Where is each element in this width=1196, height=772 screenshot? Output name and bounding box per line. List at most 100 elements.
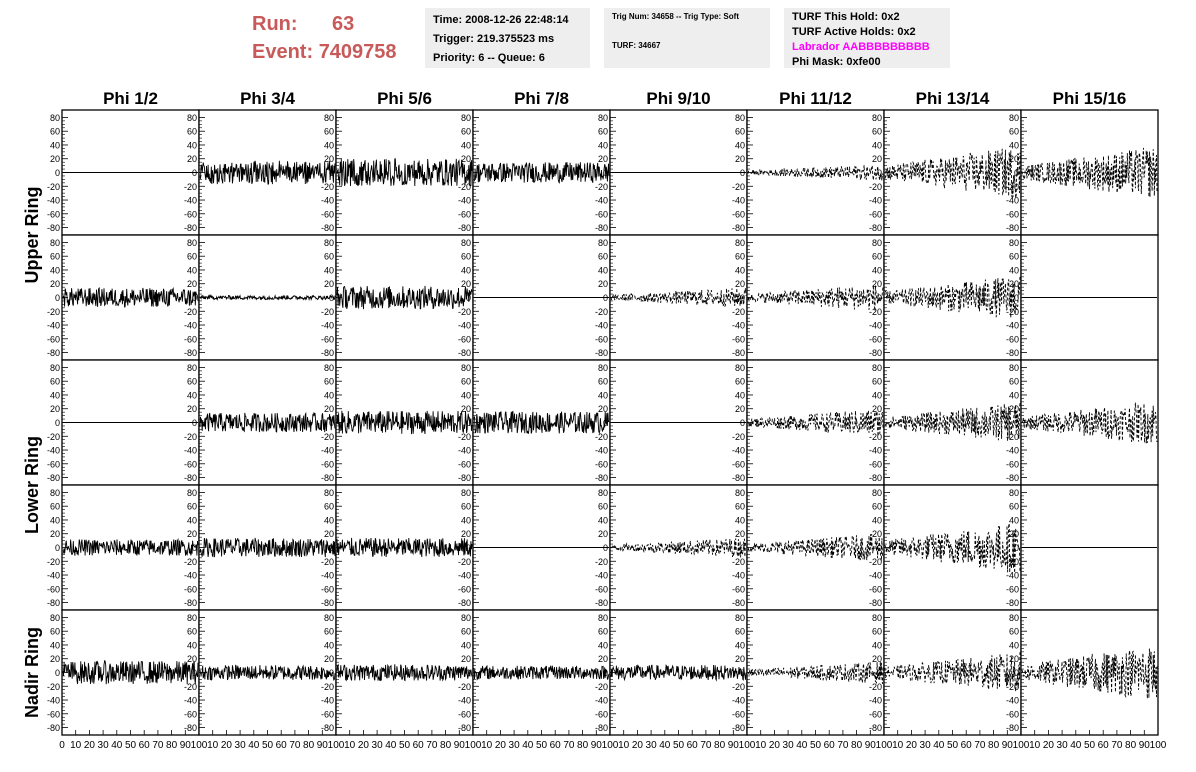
y-tick-label: 20	[1009, 404, 1019, 414]
y-tick-label: 60	[735, 127, 745, 137]
y-tick-label: -20	[184, 182, 197, 192]
x-tick-label: 40	[933, 740, 945, 751]
x-tick-label: 100	[876, 740, 893, 751]
waveform-trace	[884, 148, 1021, 199]
y-tick-label: 60	[598, 627, 608, 637]
y-tick-label: 60	[50, 377, 60, 387]
waveform-trace	[336, 158, 473, 187]
y-tick-label: 80	[461, 238, 471, 248]
y-tick-label: -80	[869, 348, 882, 358]
waveform-trace	[1021, 648, 1158, 699]
y-tick-label: 40	[324, 265, 334, 275]
panel-frame	[883, 484, 1022, 611]
x-tick-label: 50	[399, 740, 411, 751]
waveform-panel: -80 -60 -40 -20 0 20 40 60 80	[732, 609, 885, 736]
y-tick-label: -40	[458, 321, 471, 331]
y-tick-label: -60	[47, 459, 60, 469]
y-tick-label: 60	[50, 252, 60, 262]
y-tick-label: -40	[184, 321, 197, 331]
y-tick-label: -40	[47, 446, 60, 456]
y-tick-label: -60	[869, 584, 882, 594]
run-event-box: Run: 63 Event: 7409758	[252, 10, 397, 66]
y-tick-label: 40	[324, 640, 334, 650]
ring-label: Lower Ring	[22, 436, 42, 534]
y-tick-label: 60	[1009, 502, 1019, 512]
y-tick-label: -20	[1006, 682, 1019, 692]
y-tick-label: -20	[1006, 432, 1019, 442]
y-tick-label: -60	[1006, 584, 1019, 594]
y-tick-label: 0	[466, 293, 471, 303]
x-tick-label: 90	[1002, 740, 1014, 751]
waveform-panel: -80 -60 -40 -20 0 20 40 60 80	[321, 484, 474, 611]
y-tick-label: 80	[187, 363, 197, 373]
y-tick-label: -40	[732, 696, 745, 706]
y-tick-label: 40	[187, 515, 197, 525]
time-text: Time: 2008-12-26 22:48:14	[433, 14, 569, 26]
waveform-trace	[747, 409, 884, 437]
y-tick-label: -80	[869, 473, 882, 483]
panel-frame	[883, 609, 1022, 736]
y-tick-label: -60	[732, 584, 745, 594]
y-tick-label: -20	[321, 682, 334, 692]
waveform-trace	[336, 663, 473, 682]
column-header: Phi 13/14	[916, 89, 990, 108]
y-tick-label: -60	[1006, 334, 1019, 344]
waveform-panel: -80 -60 -40 -20 0 20 40 60 80	[47, 234, 200, 361]
x-tick-label: 20	[906, 740, 918, 751]
y-tick-label: 40	[872, 515, 882, 525]
y-tick-label: -40	[869, 321, 882, 331]
y-tick-label: 60	[872, 377, 882, 387]
y-tick-label: -40	[732, 446, 745, 456]
waveform-panel: -80 -60 -40 -20 0 20 40 60 80	[869, 359, 1022, 486]
y-tick-label: -60	[458, 334, 471, 344]
y-tick-label: -40	[47, 196, 60, 206]
y-tick-label: 20	[50, 529, 60, 539]
x-tick-label: 20	[84, 740, 96, 751]
y-tick-label: -20	[595, 182, 608, 192]
y-tick-label: 60	[872, 127, 882, 137]
y-tick-label: 0	[877, 293, 882, 303]
turf-this-hold-text: TURF This Hold: 0x2	[792, 11, 900, 23]
y-tick-label: 80	[50, 613, 60, 623]
y-tick-label: 0	[55, 168, 60, 178]
y-tick-label: 20	[461, 529, 471, 539]
y-tick-label: 20	[735, 654, 745, 664]
y-tick-label: 80	[50, 238, 60, 248]
x-tick-label: 90	[728, 740, 740, 751]
waveform-panel: -80 -60 -40 -20 0 20 40 60 80	[47, 359, 200, 486]
y-tick-label: 60	[187, 627, 197, 637]
y-tick-label: 20	[735, 154, 745, 164]
y-tick-label: -80	[732, 223, 745, 233]
y-tick-label: 60	[324, 252, 334, 262]
y-tick-label: 0	[192, 668, 197, 678]
y-tick-label: -20	[321, 307, 334, 317]
y-tick-label: 20	[598, 279, 608, 289]
y-tick-label: 60	[50, 502, 60, 512]
x-tick-label: 10	[618, 740, 630, 751]
x-tick-label: 20	[221, 740, 233, 751]
y-tick-label: -60	[184, 709, 197, 719]
trigger-text: Trigger: 219.375523 ms	[433, 33, 555, 45]
x-tick-label: 80	[440, 740, 452, 751]
y-tick-label: -80	[47, 723, 60, 733]
waveform-trace	[199, 664, 336, 681]
y-tick-label: -20	[595, 682, 608, 692]
y-tick-label: 80	[187, 113, 197, 123]
waveform-panel: -80 -60 -40 -20 0 20 40 60 80	[1006, 359, 1159, 486]
y-tick-label: 80	[735, 238, 745, 248]
waveform-panel: -80 -60 -40 -20 0 20 40 60 80	[184, 484, 337, 611]
y-tick-label: 20	[50, 654, 60, 664]
y-tick-label: 20	[872, 404, 882, 414]
labrador-text: Labrador AABBBBBBBBB	[792, 41, 930, 53]
waveform-trace	[199, 294, 336, 302]
y-tick-label: -40	[595, 321, 608, 331]
y-tick-label: 40	[735, 515, 745, 525]
y-tick-label: -40	[869, 446, 882, 456]
waveform-panel: -80 -60 -40 -20 0 20 40 60 80	[869, 234, 1022, 361]
y-tick-label: -40	[869, 196, 882, 206]
y-tick-label: -40	[458, 196, 471, 206]
y-tick-label: -20	[458, 182, 471, 192]
y-tick-label: -20	[869, 682, 882, 692]
turf-text: TURF: 34667	[612, 41, 661, 50]
y-tick-label: 80	[461, 613, 471, 623]
